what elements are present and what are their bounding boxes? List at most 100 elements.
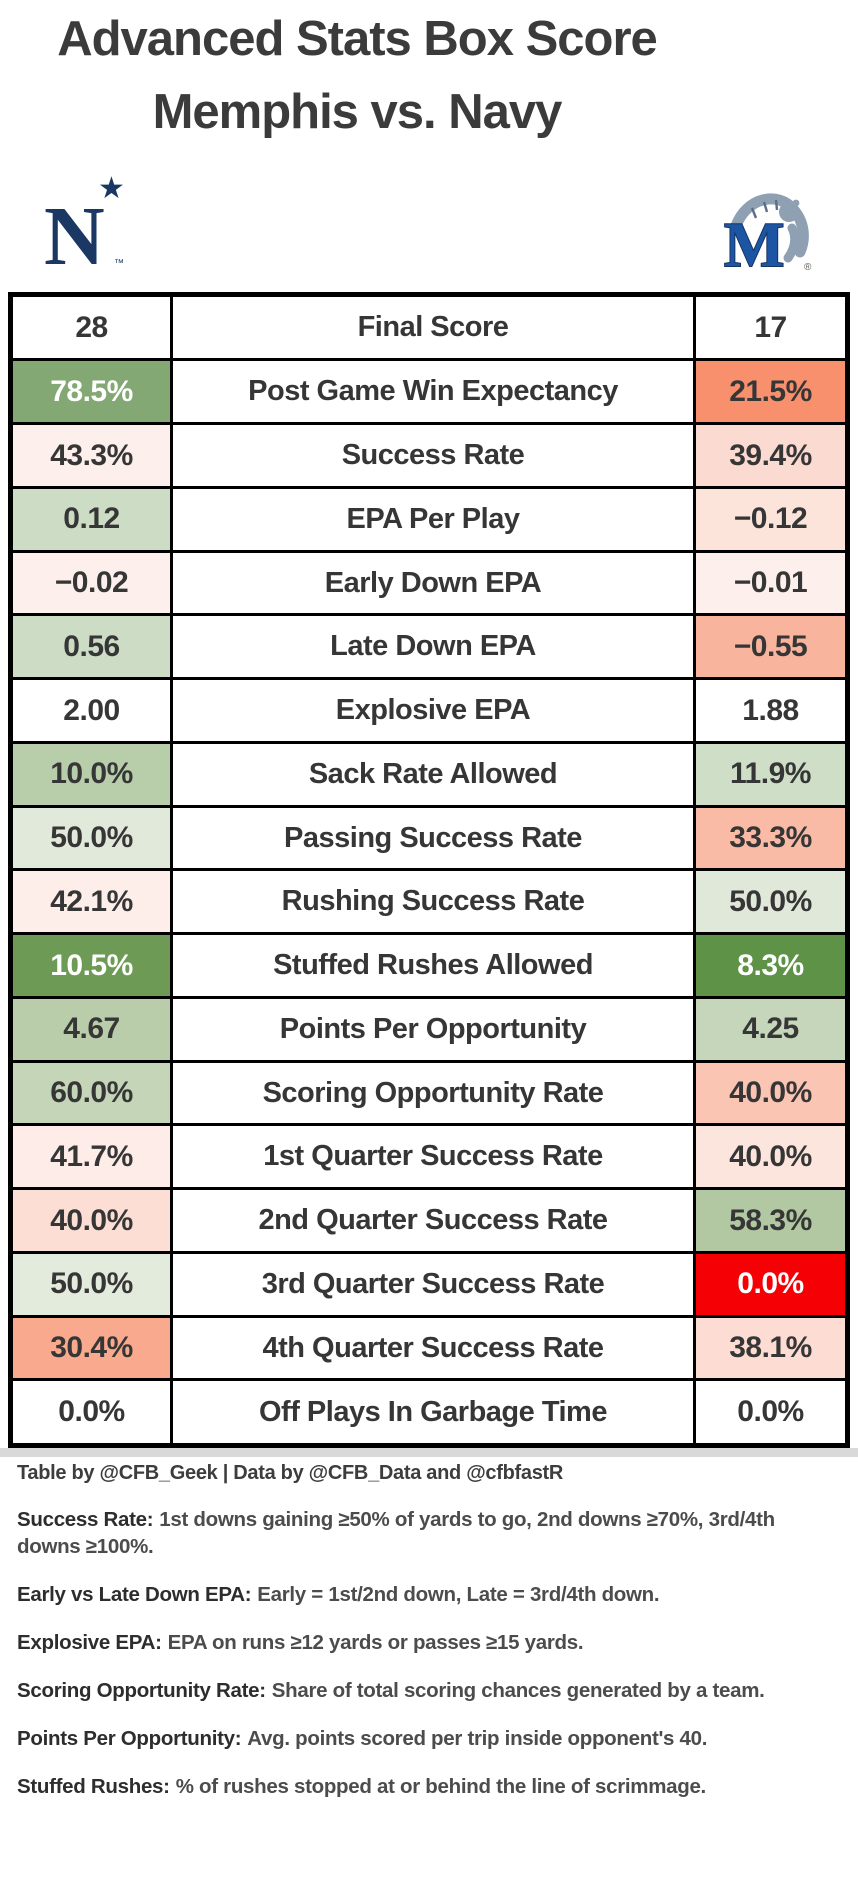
navy-value-cell: −0.02 [9, 549, 173, 617]
navy-n-letter: N [44, 190, 105, 272]
metric-label: Off Plays In Garbage Time [170, 1378, 696, 1447]
trademark-icon: ™ [114, 258, 124, 269]
definition-term: Points Per Opportunity: [17, 1727, 242, 1750]
metric-label: Points Per Opportunity [170, 995, 696, 1063]
navy-value-cell: 42.1% [9, 868, 173, 936]
table-row: 0.12 EPA Per Play −0.12 [9, 485, 849, 553]
memphis-m-letter: M [724, 209, 784, 274]
table-row: −0.02 Early Down EPA −0.01 [9, 549, 849, 617]
table-row: 10.0% Sack Rate Allowed 11.9% [9, 740, 849, 808]
metric-label: 4th Quarter Success Rate [170, 1314, 696, 1382]
table-row: 28 Final Score 17 [9, 292, 849, 362]
navy-value-cell: 50.0% [9, 804, 173, 872]
definition-text: Share of total scoring chances generated… [271, 1679, 765, 1702]
metric-label: Explosive EPA [170, 677, 696, 744]
navy-value-cell: 2.00 [9, 677, 173, 744]
metric-label: Scoring Opportunity Rate [170, 1059, 696, 1127]
memphis-value-cell: 11.9% [693, 740, 849, 808]
memphis-value-cell: 40.0% [693, 1123, 849, 1191]
tiger-leg [783, 223, 800, 263]
memphis-value-cell: 17 [693, 292, 849, 362]
definition-text: Avg. points scored per trip inside oppon… [247, 1727, 708, 1750]
page-title: Advanced Stats Box Score [57, 12, 658, 66]
memphis-value-cell: 8.3% [693, 932, 849, 999]
memphis-value-cell: 40.0% [693, 1059, 849, 1127]
star-icon: ★ [98, 172, 125, 205]
navy-logo-icon: ★ N ™ [40, 170, 132, 283]
table-row: 50.0% 3rd Quarter Success Rate 0.0% [9, 1250, 849, 1318]
navy-value-cell: 78.5% [9, 358, 173, 426]
stat-definition: Stuffed Rushes:% of rushes stopped at or… [17, 1773, 843, 1800]
stat-definition: Explosive EPA: EPA on runs ≥12 yards or p… [17, 1629, 843, 1656]
table-row: 50.0% Passing Success Rate 33.3% [9, 804, 849, 872]
table-shadow-divider [0, 1448, 858, 1457]
table-row: 60.0% Scoring Opportunity Rate 40.0% [9, 1059, 849, 1127]
navy-value-cell: 30.4% [9, 1314, 173, 1382]
table-row: 4.67 Points Per Opportunity 4.25 [9, 995, 849, 1063]
table-row: 30.4% 4th Quarter Success Rate 38.1% [9, 1314, 849, 1382]
navy-value-cell: 10.0% [9, 740, 173, 808]
definition-text: % of rushes stopped at or behind the lin… [175, 1775, 707, 1798]
metric-label: 3rd Quarter Success Rate [170, 1250, 696, 1318]
definition-term: Stuffed Rushes: [17, 1775, 170, 1798]
page-subtitle: Memphis vs. Navy [152, 85, 563, 140]
memphis-logo-svg: M ® [723, 193, 812, 281]
memphis-value-cell: −0.01 [693, 549, 849, 617]
navy-logo-svg: ★ N ™ [44, 172, 125, 283]
definition-term: Early vs Late Down EPA: [17, 1583, 252, 1606]
box-score-table: 28 Final Score 17 78.5% Post Game Win Expec… [8, 292, 850, 1448]
memphis-value-cell: 58.3% [693, 1187, 849, 1254]
navy-value-cell: 40.0% [9, 1187, 173, 1254]
memphis-value-cell: 21.5% [693, 358, 849, 426]
navy-value-cell: 4.67 [9, 995, 173, 1063]
memphis-value-cell: −0.12 [693, 485, 849, 553]
memphis-value-cell: 0.0% [693, 1250, 849, 1318]
navy-value-cell: 50.0% [9, 1250, 173, 1318]
memphis-value-cell: 38.1% [693, 1314, 849, 1382]
metric-label: Post Game Win Expectancy [170, 358, 696, 426]
table-row: 2.00 Explosive EPA 1.88 [9, 677, 849, 744]
table-row: 78.5% Post Game Win Expectancy 21.5% [9, 358, 849, 426]
stat-definition: Points Per Opportunity: Avg. points score… [17, 1725, 843, 1752]
table-row: 0.56 Late Down EPA −0.55 [9, 613, 849, 681]
table-row: 0.0% Off Plays In Garbage Time 0.0% [9, 1378, 849, 1447]
metric-label: 1st Quarter Success Rate [170, 1123, 696, 1191]
memphis-value-cell: 50.0% [693, 868, 849, 936]
memphis-value-cell: 1.88 [693, 677, 849, 744]
table-row: 43.3% Success Rate 39.4% [9, 422, 849, 489]
definition-text: Early = 1st/2nd down, Late = 3rd/4th dow… [257, 1583, 660, 1606]
navy-value-cell: 28 [9, 292, 173, 362]
title-block: Advanced Stats Box Score Memphis vs. Nav… [0, 12, 714, 140]
metric-label: Passing Success Rate [170, 804, 696, 872]
memphis-value-cell: −0.55 [693, 613, 849, 681]
stat-definition: Early vs Late Down EPA: Early = 1st/2nd d… [17, 1581, 843, 1608]
registered-icon: ® [804, 262, 812, 273]
footer: Table by @CFB_Geek | Data by @CFB_Data a… [17, 1462, 843, 1800]
navy-value-cell: 0.56 [9, 613, 173, 681]
definition-term: Success Rate: [17, 1508, 154, 1531]
table-row: 42.1% Rushing Success Rate 50.0% [9, 868, 849, 936]
metric-label: Rushing Success Rate [170, 868, 696, 936]
definition-term: Explosive EPA: [17, 1631, 162, 1654]
memphis-value-cell: 0.0% [693, 1378, 849, 1447]
credit-line: Table by @CFB_Geek | Data by @CFB_Data a… [17, 1462, 564, 1484]
memphis-value-cell: 39.4% [693, 422, 849, 489]
metric-label: Early Down EPA [170, 549, 696, 617]
table-row: 40.0% 2nd Quarter Success Rate 58.3% [9, 1187, 849, 1254]
navy-value-cell: 10.5% [9, 932, 173, 999]
table-row: 41.7% 1st Quarter Success Rate 40.0% [9, 1123, 849, 1191]
memphis-logo-icon: M ® [722, 186, 816, 281]
metric-label: Success Rate [170, 422, 696, 489]
memphis-value-cell: 4.25 [693, 995, 849, 1063]
metric-label: Final Score [170, 292, 696, 362]
table-row: 10.5% Stuffed Rushes Allowed 8.3% [9, 932, 849, 999]
metric-label: Late Down EPA [170, 613, 696, 681]
definition-text: EPA on runs ≥12 yards or passes ≥15 yard… [167, 1631, 584, 1654]
metric-label: EPA Per Play [170, 485, 696, 553]
definition-text: 1st downs gaining ≥50% of yards to go, 2… [17, 1508, 775, 1558]
metric-label: 2nd Quarter Success Rate [170, 1187, 696, 1254]
metric-label: Sack Rate Allowed [170, 740, 696, 808]
navy-value-cell: 60.0% [9, 1059, 173, 1127]
navy-value-cell: 43.3% [9, 422, 173, 489]
navy-value-cell: 0.12 [9, 485, 173, 553]
